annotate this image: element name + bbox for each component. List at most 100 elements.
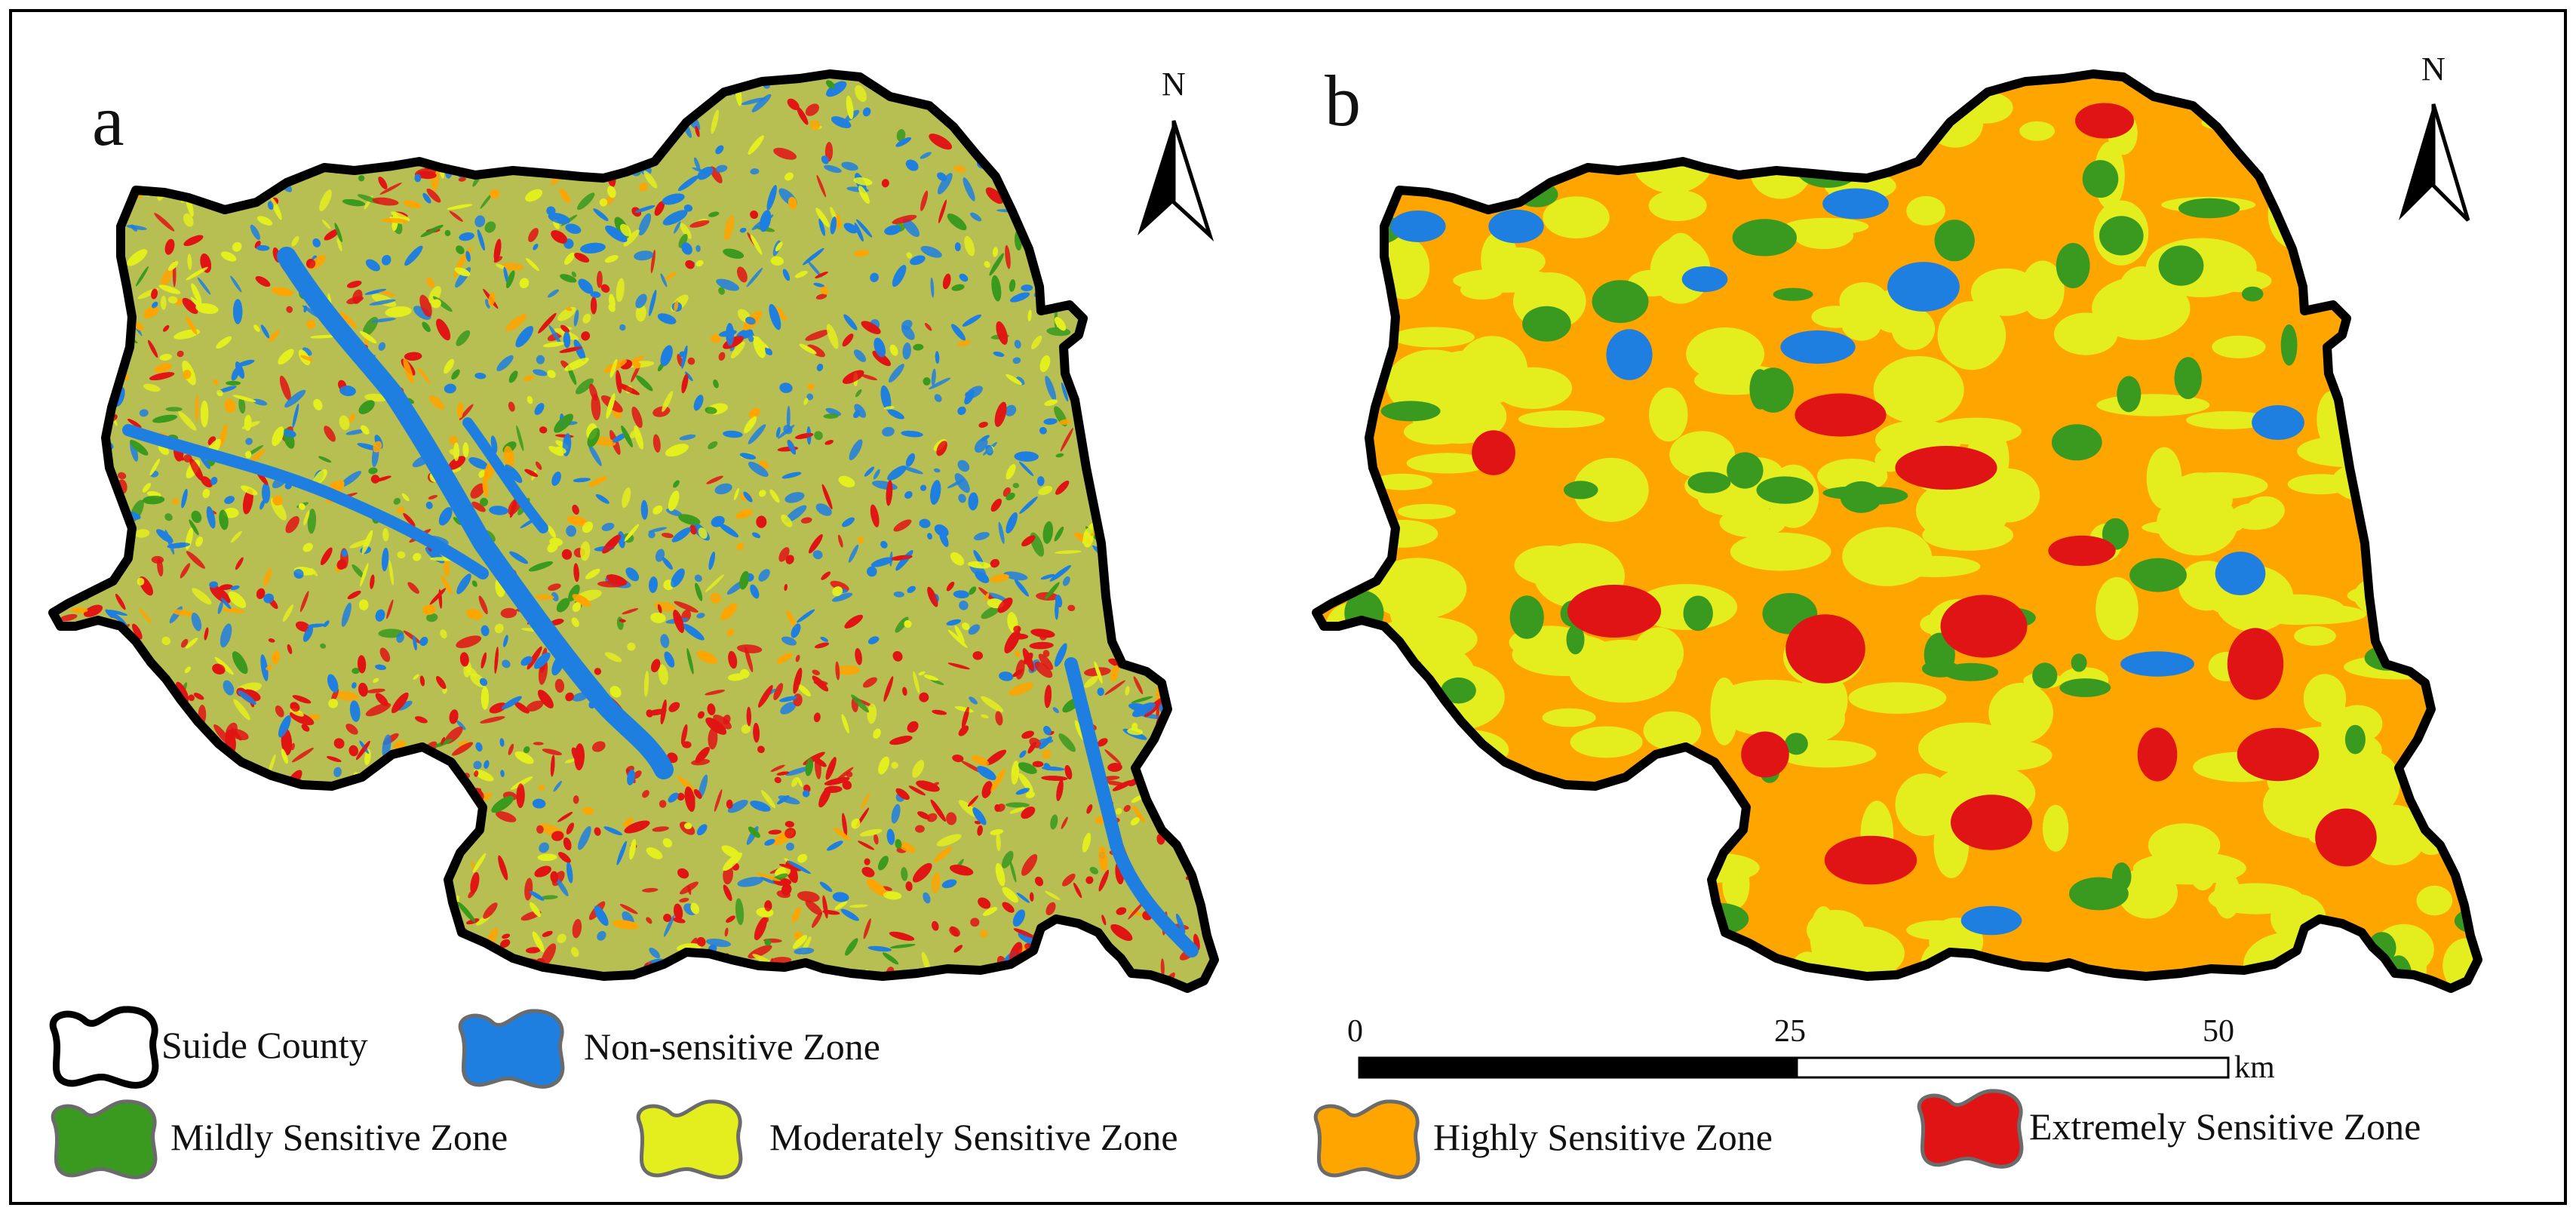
texture-patch <box>426 277 435 289</box>
texture-patch <box>508 743 514 755</box>
texture-patch <box>1038 653 1054 670</box>
texture-patch <box>352 564 365 579</box>
texture-patch <box>622 608 639 615</box>
texture-patch <box>695 244 701 252</box>
texture-patch <box>557 933 566 944</box>
texture-patch <box>848 544 859 563</box>
texture-patch <box>785 767 809 776</box>
texture-patch <box>346 296 364 305</box>
texture-patch <box>694 574 702 582</box>
texture-patch <box>250 224 260 241</box>
texture-patch <box>737 877 763 887</box>
texture-patch <box>893 591 904 598</box>
texture-patch <box>896 129 906 142</box>
texture-patch <box>1125 686 1130 696</box>
texture-patch <box>481 686 489 710</box>
texture-patch <box>167 296 178 304</box>
texture-patch <box>823 413 839 419</box>
texture-patch <box>1012 357 1021 364</box>
texture-patch <box>442 687 447 694</box>
texture-patch <box>689 220 710 228</box>
texture-patch <box>576 192 595 211</box>
texture-patch <box>1009 682 1034 696</box>
texture-patch <box>371 318 396 323</box>
texture-patch <box>708 727 718 750</box>
texture-patch <box>826 324 839 349</box>
texture-patch <box>388 560 394 586</box>
texture-patch <box>154 213 175 232</box>
texture-patch <box>634 250 654 261</box>
texture-patch <box>996 832 1001 852</box>
texture-patch <box>379 647 391 662</box>
texture-patch <box>1016 376 1025 386</box>
texture-patch <box>638 213 652 236</box>
texture-patch <box>809 120 821 131</box>
texture-patch <box>631 406 643 429</box>
texture-patch <box>345 724 358 735</box>
texture-patch <box>180 563 191 579</box>
texture-patch <box>333 767 342 777</box>
texture-patch <box>980 930 988 938</box>
texture-patch <box>705 690 726 696</box>
texture-patch <box>1045 890 1061 901</box>
texture-patch <box>588 444 602 466</box>
texture-patch <box>453 442 459 462</box>
texture-patch <box>372 197 399 206</box>
texture-patch <box>915 825 925 833</box>
texture-patch <box>946 812 957 825</box>
texture-patch <box>764 900 772 911</box>
texture-patch <box>1031 335 1042 349</box>
texture-patch <box>930 277 935 298</box>
texture-patch <box>931 368 936 386</box>
texture-patch <box>582 313 591 324</box>
texture-patch <box>860 373 877 381</box>
texture-patch <box>139 409 149 417</box>
texture-patch <box>1009 860 1017 883</box>
texture-patch <box>396 632 404 643</box>
texture-patch <box>1104 749 1122 765</box>
texture-patch <box>1128 901 1144 920</box>
texture-patch <box>320 643 327 649</box>
texture-patch <box>591 393 601 421</box>
texture-patch <box>998 521 1005 544</box>
texture-patch <box>428 395 445 410</box>
texture-patch <box>727 800 748 813</box>
texture-patch <box>812 550 823 560</box>
texture-patch <box>981 696 1004 712</box>
texture-patch <box>724 215 735 241</box>
texture-patch <box>902 466 923 475</box>
texture-patch <box>995 711 1003 726</box>
texture-patch <box>735 898 745 926</box>
texture-patch <box>195 395 199 423</box>
texture-patch <box>1045 376 1057 401</box>
texture-patch <box>397 700 413 711</box>
texture-patch <box>660 273 668 287</box>
texture-patch <box>964 235 975 257</box>
texture-patch <box>674 601 698 613</box>
texture-patch <box>663 914 675 937</box>
texture-patch <box>177 350 184 358</box>
texture-patch <box>172 498 180 506</box>
texture-patch <box>746 267 763 287</box>
texture-patch <box>1050 814 1058 830</box>
texture-patch <box>1005 404 1017 416</box>
texture-patch <box>718 287 726 295</box>
texture-patch <box>200 400 209 428</box>
texture-patch <box>1089 866 1099 874</box>
texture-patch <box>138 608 152 624</box>
texture-patch <box>456 330 471 346</box>
texture-patch <box>303 510 310 526</box>
texture-patch <box>597 930 606 941</box>
texture-patch <box>263 567 272 587</box>
texture-patch <box>800 517 812 524</box>
texture-patch <box>324 426 336 442</box>
texture-patch <box>528 228 539 242</box>
texture-patch <box>652 826 669 832</box>
texture-patch <box>556 877 569 896</box>
texture-patch <box>674 221 681 234</box>
texture-patch <box>906 252 913 259</box>
texture-patch <box>291 235 299 247</box>
texture-patch <box>855 85 867 103</box>
texture-patch <box>705 574 724 592</box>
texture-patch <box>774 306 787 321</box>
